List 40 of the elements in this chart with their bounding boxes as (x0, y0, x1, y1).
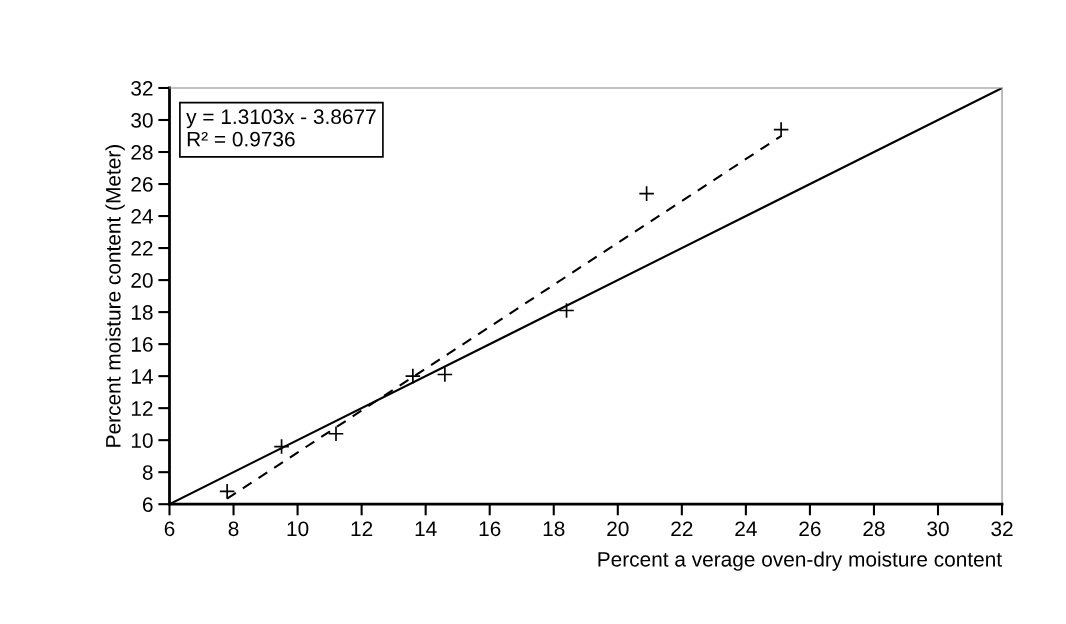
x-tick-label: 28 (863, 521, 885, 537)
y-tick-label: 26 (131, 177, 153, 192)
y-tick-label: 22 (131, 241, 153, 256)
x-tick-label: 30 (927, 521, 949, 537)
x-tick-label: 20 (607, 521, 629, 537)
y-tick-label: 16 (131, 337, 153, 352)
x-tick-label: 14 (415, 521, 437, 536)
x-tick-label: 22 (671, 521, 693, 536)
y-tick-label: 10 (131, 433, 153, 448)
y-tick-label: 14 (131, 369, 153, 384)
y-tick-label: 18 (131, 305, 153, 320)
x-tick-label: 10 (287, 521, 309, 537)
y-tick-label: 8 (142, 465, 153, 480)
y-tick-label: 20 (131, 273, 153, 288)
point (558, 302, 575, 319)
x-axis-title: Percent a verage oven-dry moisture content (598, 551, 1002, 571)
x-tick-label: 32 (991, 521, 1013, 537)
point (772, 121, 790, 138)
x-tick-label: 18 (543, 521, 565, 537)
y-axis-title: Percent moisture content (Meter) (105, 145, 125, 447)
annotation: R² = 0.9736 (187, 131, 295, 147)
y-tick-label: 28 (131, 145, 153, 160)
point (219, 483, 236, 500)
point (404, 368, 421, 385)
point (273, 438, 290, 455)
y-tick-label: 30 (131, 113, 153, 128)
x-tick-label: 12 (351, 521, 373, 536)
y-tick-label: 24 (131, 209, 153, 224)
y-tick-label: 6 (142, 497, 153, 512)
point (638, 185, 655, 202)
x-tick-label: 8 (228, 521, 239, 537)
y-tick-label: 12 (131, 401, 153, 416)
point (436, 366, 453, 383)
x-tick-label: 6 (164, 521, 175, 537)
point (327, 425, 345, 442)
x-tick-label: 16 (479, 521, 501, 537)
y-tick-label: 32 (131, 80, 153, 96)
annotation: y = 1.3103x - 3.8677 (186, 109, 376, 129)
x-tick-label: 24 (735, 521, 757, 536)
x-tick-label: 26 (799, 521, 821, 537)
